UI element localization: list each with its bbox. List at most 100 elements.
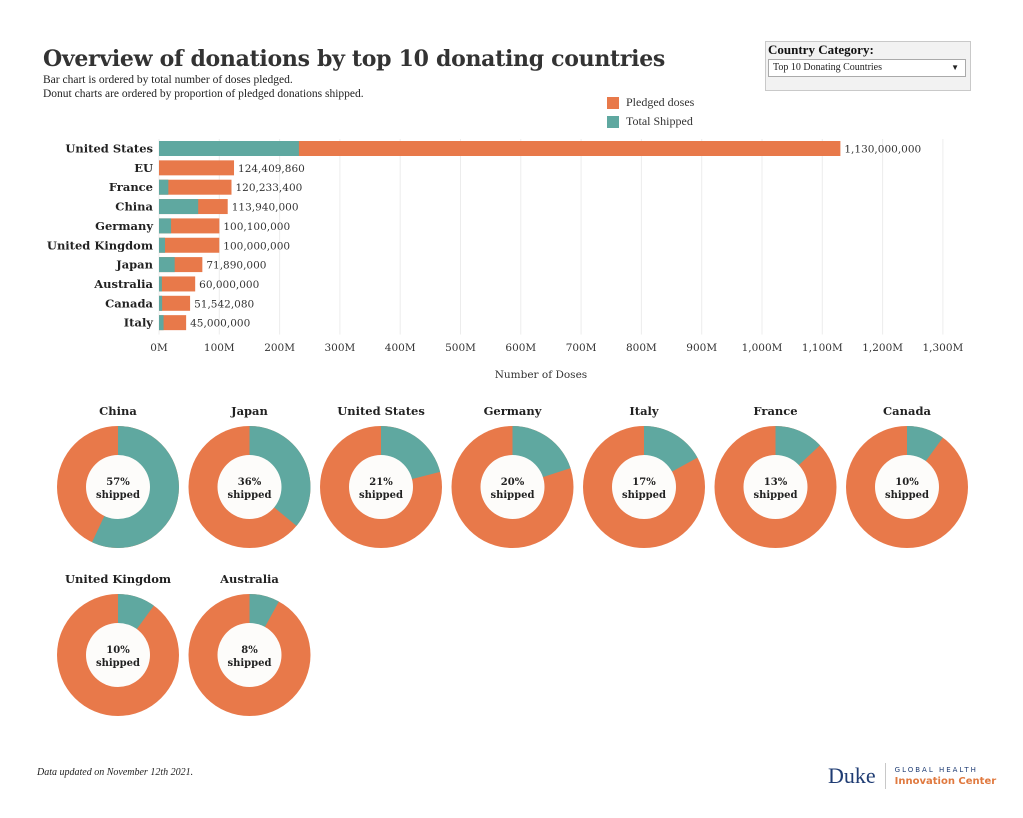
x-tick-label: 1,100M xyxy=(802,342,843,354)
bar-value-label: 45,000,000 xyxy=(190,318,250,330)
legend-item-shipped[interactable]: Total Shipped xyxy=(607,112,694,131)
logo-global-health: GLOBAL HEALTH xyxy=(894,766,978,774)
donut-hole xyxy=(86,623,150,687)
donut-hole xyxy=(349,455,413,519)
duke-ghic-logo: Duke GLOBAL HEALTH Innovation Center xyxy=(828,763,996,789)
donut-title: Canada xyxy=(883,404,931,418)
country-category-dropdown[interactable]: Top 10 Donating Countries ▼ xyxy=(768,59,966,77)
donut-sublabel: shipped xyxy=(753,490,797,501)
dropdown-selected-value: Top 10 Donating Countries xyxy=(773,62,883,73)
donut-title: Italy xyxy=(629,404,659,418)
data-updated-note: Data updated on November 12th 2021. xyxy=(37,767,194,778)
donut-sublabel: shipped xyxy=(227,658,271,669)
donut-sublabel: shipped xyxy=(96,490,140,501)
donut-chart-australia: Australia 8% shipped xyxy=(188,572,311,716)
bar-shipped xyxy=(159,315,164,331)
donut-hole xyxy=(217,623,282,687)
bar-category-label: China xyxy=(115,200,153,214)
donut-hole xyxy=(86,455,150,519)
x-tick-label: 400M xyxy=(385,342,416,354)
donut-percent-label: 20% xyxy=(501,477,525,488)
bar-value-label: 71,890,000 xyxy=(206,260,266,272)
bar-shipped xyxy=(159,295,163,311)
x-tick-label: 200M xyxy=(264,342,295,354)
donut-percent-label: 17% xyxy=(632,477,656,488)
bar-category-label: United Kingdom xyxy=(47,238,153,252)
donut-percent-label: 21% xyxy=(369,477,393,488)
bar-shipped xyxy=(159,237,166,253)
country-category-filter: Country Category: Top 10 Donating Countr… xyxy=(765,41,971,91)
donut-sublabel: shipped xyxy=(885,490,929,501)
bar-category-label: Germany xyxy=(95,219,153,233)
donut-chart-canada: Canada 10% shipped xyxy=(846,404,968,548)
bar-category-label: EU xyxy=(134,161,153,175)
legend-label-pledged: Pledged doses xyxy=(626,95,695,109)
bar-category-label: Japan xyxy=(115,258,153,272)
bar-category-label: Italy xyxy=(124,316,154,330)
donut-sublabel: shipped xyxy=(359,490,403,501)
page-title: Overview of donations by top 10 donating… xyxy=(43,46,666,72)
legend-swatch-shipped xyxy=(607,115,619,128)
donut-chart-japan: Japan 36% shipped xyxy=(188,404,311,548)
filter-label: Country Category: xyxy=(768,42,874,57)
x-tick-label: 100M xyxy=(204,342,235,354)
donut-sublabel: shipped xyxy=(490,490,534,501)
chevron-down-icon: ▼ xyxy=(951,63,959,72)
x-tick-label: 1,000M xyxy=(742,342,783,354)
donut-percent-label: 10% xyxy=(106,645,130,656)
donut-hole xyxy=(743,455,808,519)
donut-percent-label: 8% xyxy=(241,645,258,656)
bar-shipped xyxy=(159,276,162,292)
donut-shipped-segment xyxy=(249,426,311,526)
donut-title: Japan xyxy=(230,404,268,418)
bar-value-label: 100,000,000 xyxy=(223,240,290,252)
donut-hole xyxy=(875,455,939,519)
donut-title: Germany xyxy=(484,404,542,418)
bar-value-label: 113,940,000 xyxy=(232,202,299,214)
bar-shipped xyxy=(159,218,172,234)
x-tick-label: 800M xyxy=(626,342,657,354)
donut-sublabel: shipped xyxy=(96,658,140,669)
bar-value-label: 120,233,400 xyxy=(236,182,303,194)
x-tick-label: 0M xyxy=(150,342,168,354)
bar-category-label: Canada xyxy=(105,296,153,310)
bar-pledged xyxy=(159,218,220,234)
bar-value-label: 60,000,000 xyxy=(199,279,259,291)
bar-pledged xyxy=(159,276,196,292)
bar-shipped xyxy=(159,199,199,215)
donut-title: United States xyxy=(337,404,425,418)
donut-percent-label: 13% xyxy=(764,477,788,488)
donut-title: United Kingdom xyxy=(65,572,171,586)
donut-chart-italy: Italy 17% shipped xyxy=(583,404,705,548)
x-tick-label: 300M xyxy=(325,342,356,354)
bar-pledged xyxy=(159,295,191,311)
bar-value-label: 100,100,000 xyxy=(223,221,290,233)
legend-swatch-pledged xyxy=(607,96,619,109)
x-tick-label: 900M xyxy=(686,342,717,354)
donut-sublabel: shipped xyxy=(227,490,271,501)
bar-category-label: United States xyxy=(65,142,153,156)
donut-title: China xyxy=(99,404,137,418)
donut-chart-china: China 57% shipped xyxy=(57,404,180,548)
x-tick-label: 1,300M xyxy=(922,342,963,354)
bar-category-label: France xyxy=(109,180,153,194)
donut-hole xyxy=(612,455,676,519)
donut-hole xyxy=(217,455,282,519)
subtitle-donut-order: Donut charts are ordered by proportion o… xyxy=(43,88,364,100)
logo-innovation-center: Innovation Center xyxy=(894,776,997,787)
bar-category-label: Australia xyxy=(93,277,153,291)
donut-title: Australia xyxy=(219,572,279,586)
legend-item-pledged[interactable]: Pledged doses xyxy=(607,93,694,112)
bar-pledged xyxy=(159,179,232,195)
bar-pledged xyxy=(159,315,187,331)
x-axis-title: Number of Doses xyxy=(495,369,587,381)
x-tick-label: 500M xyxy=(445,342,476,354)
bar-value-label: 124,409,860 xyxy=(238,163,305,175)
donut-chart-united-states: United States 21% shipped xyxy=(320,404,442,548)
bar-shipped xyxy=(159,257,175,273)
donut-title: France xyxy=(753,404,797,418)
donut-chart-germany: Germany 20% shipped xyxy=(451,404,574,548)
bar-pledged xyxy=(159,160,235,176)
bar-shipped xyxy=(159,179,169,195)
